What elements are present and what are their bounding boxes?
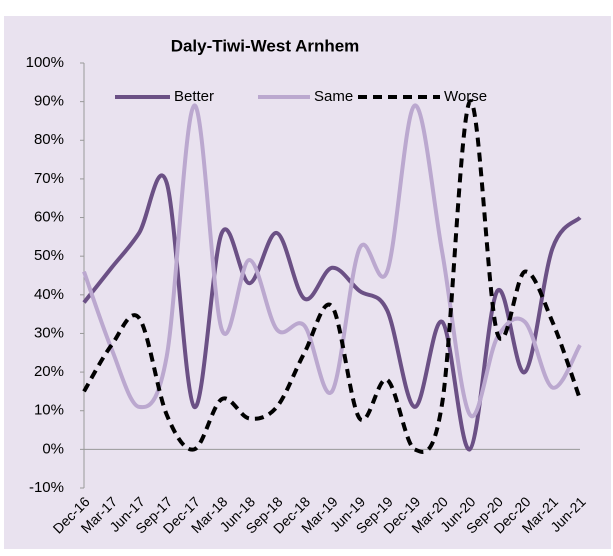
legend-label: Worse: [444, 88, 487, 105]
chart-title: Daly-Tiwi-West Arnhem: [171, 36, 360, 55]
legend-label: Same: [314, 88, 353, 105]
y-tick-label: 80%: [34, 131, 64, 148]
series-line: [82, 173, 582, 452]
y-tick-label: 30%: [34, 324, 64, 341]
y-tick-label: 70%: [34, 170, 64, 187]
y-tick-label: 100%: [26, 54, 64, 71]
chart-background: [4, 16, 611, 549]
y-tick-label: -10%: [29, 479, 64, 496]
y-tick-label: 50%: [34, 247, 64, 264]
legend-label: Better: [174, 88, 214, 105]
y-tick-label: 0%: [42, 440, 64, 457]
y-tick-label: 20%: [34, 363, 64, 380]
y-tick-label: 40%: [34, 286, 64, 303]
series-line: [82, 103, 582, 419]
y-tick-label: 60%: [34, 209, 64, 226]
y-tick-label: 90%: [34, 93, 64, 110]
y-tick-label: 10%: [34, 402, 64, 419]
series-line: [82, 99, 582, 454]
